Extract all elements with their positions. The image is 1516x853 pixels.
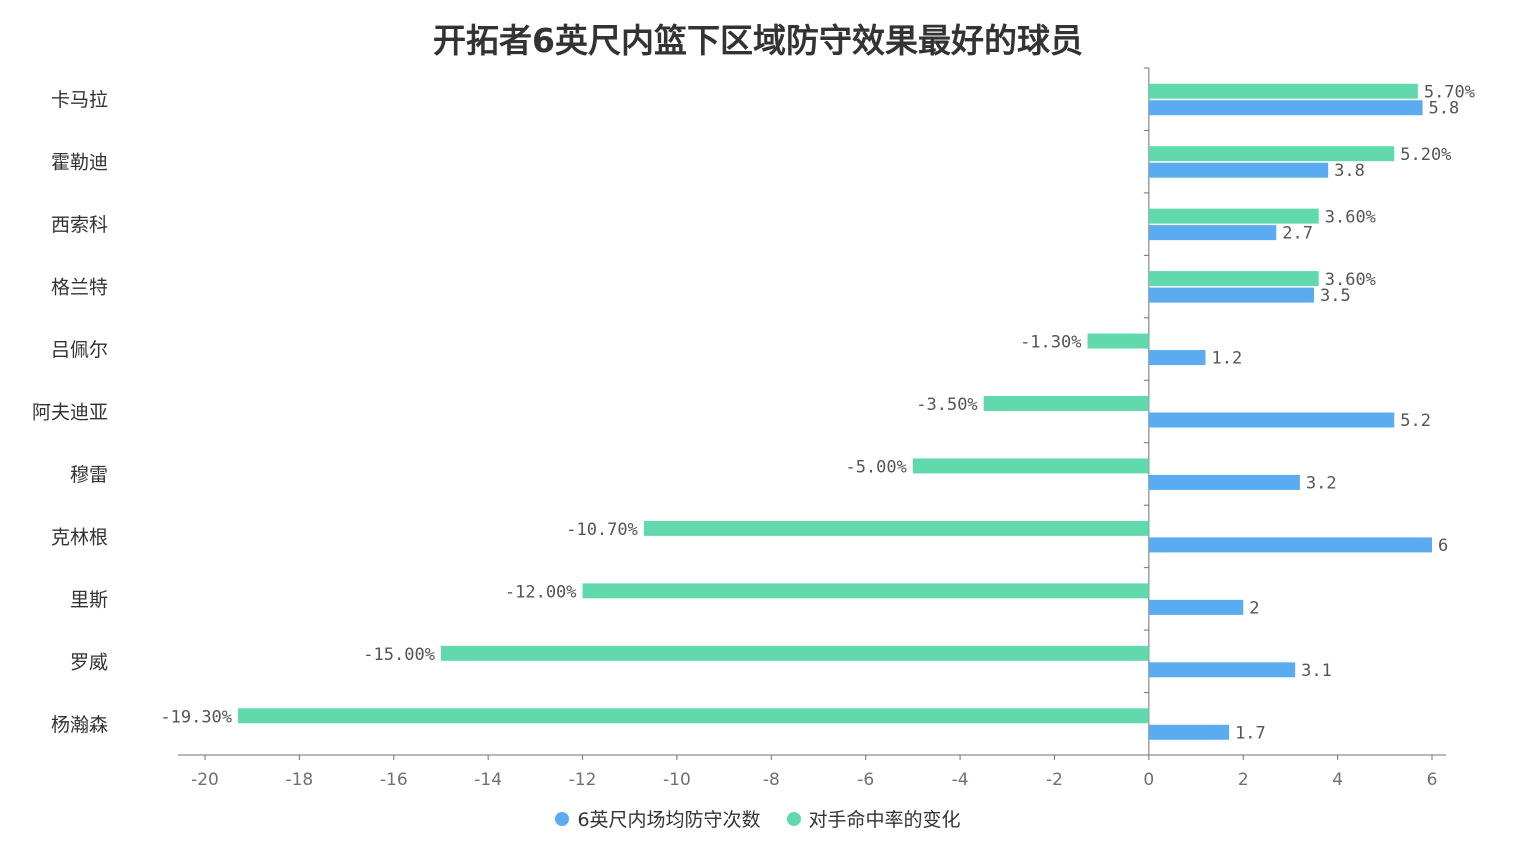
legend-item-fg-change[interactable]: 对手命中率的变化 [786, 805, 961, 832]
data-label-defense-count: 5.8 [1429, 99, 1460, 119]
bar-defense-count [1148, 100, 1423, 116]
legend-label-fg-change: 对手命中率的变化 [808, 809, 961, 831]
category-label: 克林根 [51, 526, 108, 548]
data-label-defense-count: 3.1 [1301, 661, 1332, 681]
bar-fg-change [582, 583, 1149, 599]
category-label: 西索科 [51, 214, 108, 236]
x-tick-label: 0 [1143, 770, 1154, 790]
x-tick-label: -18 [285, 770, 313, 790]
bar-fg-change [1148, 208, 1319, 224]
category-label: 阿夫迪亚 [32, 402, 108, 424]
data-label-defense-count: 2.7 [1282, 224, 1313, 244]
data-label-fg-change: -1.30% [1020, 333, 1081, 353]
bar-defense-count [1148, 225, 1277, 241]
bar-fg-change [1148, 83, 1418, 99]
data-label-defense-count: 1.2 [1211, 349, 1242, 369]
legend-swatch-defense-count [555, 811, 570, 826]
bar-fg-change [440, 645, 1149, 661]
bar-defense-count [1148, 599, 1244, 615]
x-tick-label: -10 [663, 770, 691, 790]
x-tick-label: -2 [1046, 770, 1063, 790]
x-tick-label: -14 [474, 770, 502, 790]
x-tick-label: -4 [952, 770, 969, 790]
data-label-fg-change: 5.20% [1400, 145, 1451, 165]
bar-fg-change [983, 396, 1149, 411]
data-label-defense-count: 5.2 [1400, 411, 1431, 431]
x-tick-label: 4 [1332, 770, 1343, 790]
bar-defense-count [1148, 662, 1296, 678]
data-label-defense-count: 3.5 [1320, 286, 1351, 306]
bar-fg-change [643, 520, 1149, 536]
legend-swatch-fg-change [786, 811, 801, 826]
bar-defense-count [1148, 350, 1206, 366]
category-label: 格兰特 [51, 277, 108, 299]
data-label-fg-change: 5.70% [1424, 83, 1475, 103]
bar-fg-change [1087, 333, 1149, 349]
data-label-defense-count: 6 [1438, 536, 1448, 556]
data-label-defense-count: 3.2 [1306, 473, 1337, 493]
legend-item-defense-count[interactable]: 6英尺内场均防守次数 [555, 805, 761, 832]
x-tick-label: -8 [763, 770, 780, 790]
x-tick-label: 6 [1427, 770, 1438, 790]
data-label-defense-count: 2 [1249, 598, 1259, 618]
data-label-fg-change: -5.00% [845, 457, 906, 477]
legend-label-defense-count: 6英尺内场均防守次数 [577, 809, 761, 831]
data-label-fg-change: 3.60% [1325, 208, 1376, 228]
bar-defense-count [1148, 412, 1395, 428]
data-label-fg-change: 3.60% [1325, 270, 1376, 290]
category-label: 罗威 [70, 651, 108, 673]
bar-defense-count [1148, 537, 1432, 553]
category-label: 霍勒迪 [51, 152, 108, 174]
data-label-fg-change: -19.30% [160, 707, 232, 727]
bar-defense-count [1148, 474, 1300, 490]
bar-defense-count [1148, 287, 1315, 303]
x-tick-label: -6 [857, 770, 874, 790]
category-label: 吕佩尔 [51, 339, 108, 361]
legend: 6英尺内场均防守次数 对手命中率的变化 [0, 805, 1516, 832]
chart-title: 开拓者6英尺内篮下区域防守效果最好的球员 [433, 21, 1083, 60]
bar-defense-count [1148, 724, 1230, 740]
bar-defense-count [1148, 162, 1329, 178]
data-label-defense-count: 3.8 [1334, 161, 1365, 181]
x-tick-label: -16 [380, 770, 408, 790]
category-label: 杨瀚森 [51, 714, 108, 736]
x-tick-label: 2 [1238, 770, 1249, 790]
bar-fg-change [912, 458, 1149, 474]
category-label: 里斯 [70, 589, 108, 611]
category-label: 卡马拉 [51, 89, 108, 111]
x-tick-label: -20 [191, 770, 219, 790]
bar-fg-change [1148, 271, 1319, 287]
data-label-fg-change: -10.70% [566, 520, 638, 540]
data-label-defense-count: 1.7 [1235, 723, 1266, 743]
data-label-fg-change: -3.50% [916, 395, 977, 415]
bar-fg-change [238, 708, 1149, 724]
data-label-fg-change: -15.00% [363, 645, 435, 665]
bar-fg-change [1148, 146, 1395, 162]
category-label: 穆雷 [70, 464, 108, 486]
x-tick-label: -12 [569, 770, 597, 790]
data-label-fg-change: -12.00% [505, 582, 577, 602]
